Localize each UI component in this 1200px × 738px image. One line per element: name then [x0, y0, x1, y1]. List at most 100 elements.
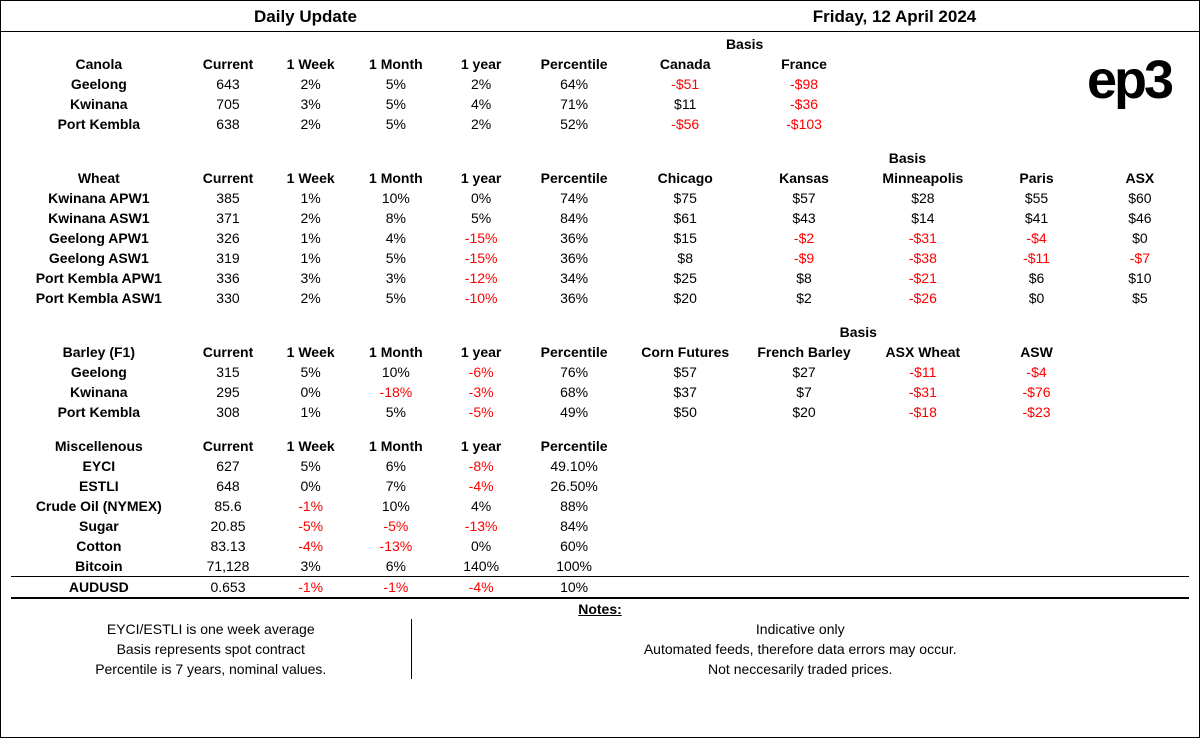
col-ASX: ASX [1091, 168, 1189, 188]
cell: 308 [187, 402, 270, 422]
cell: 10% [522, 577, 625, 598]
cell: 5% [352, 288, 440, 308]
col-1 year: 1 year [440, 168, 523, 188]
row-Port Kembla: Port Kembla [11, 114, 187, 134]
cell: 2% [269, 208, 352, 228]
cell: 3% [352, 268, 440, 288]
section-Canola: Canola [11, 54, 187, 74]
basis-cell: $37 [626, 382, 745, 402]
notes-title: Notes: [11, 599, 1189, 620]
basis-cell: $46 [1091, 208, 1189, 228]
basis-cell: -$21 [863, 268, 982, 288]
cell: 648 [187, 476, 270, 496]
basis-cell: $75 [626, 188, 745, 208]
cell: 4% [352, 228, 440, 248]
cell: 326 [187, 228, 270, 248]
note-right: Automated feeds, therefore data errors m… [411, 639, 1189, 659]
basis-cell: $14 [863, 208, 982, 228]
col-Corn Futures: Corn Futures [626, 342, 745, 362]
cell: 0% [269, 476, 352, 496]
body: BasisCanolaCurrent1 Week1 Month1 yearPer… [1, 32, 1199, 679]
row-Crude Oil (NYMEX): Crude Oil (NYMEX) [11, 496, 187, 516]
cell: 5% [352, 94, 440, 114]
basis-cell: -$9 [745, 248, 864, 268]
basis-cell: -$23 [982, 402, 1090, 422]
row-Bitcoin: Bitcoin [11, 556, 187, 577]
col-ASW: ASW [982, 342, 1090, 362]
note-right: Not neccesarily traded prices. [411, 659, 1189, 679]
cell: 5% [352, 114, 440, 134]
cell: -5% [440, 402, 523, 422]
col-1 Month: 1 Month [352, 54, 440, 74]
col-Percentile: Percentile [522, 168, 625, 188]
cell: -10% [440, 288, 523, 308]
cell: 5% [352, 74, 440, 94]
cell: 3% [269, 94, 352, 114]
cell: 64% [522, 74, 625, 94]
basis-cell: $55 [982, 188, 1090, 208]
cell: 705 [187, 94, 270, 114]
col-1 Week: 1 Week [269, 342, 352, 362]
row-ESTLI: ESTLI [11, 476, 187, 496]
cell: 84% [522, 208, 625, 228]
col-1 year: 1 year [440, 342, 523, 362]
col-Chicago: Chicago [626, 168, 745, 188]
cell: 83.13 [187, 536, 270, 556]
row-Geelong ASW1: Geelong ASW1 [11, 248, 187, 268]
logo: ep3 [1087, 49, 1171, 111]
cell: 627 [187, 456, 270, 476]
cell: 10% [352, 496, 440, 516]
cell: 638 [187, 114, 270, 134]
row-EYCI: EYCI [11, 456, 187, 476]
notes-table: Notes:EYCI/ESTLI is one week averageIndi… [11, 598, 1189, 679]
basis-cell: $20 [626, 288, 745, 308]
cell: 1% [269, 402, 352, 422]
row-Sugar: Sugar [11, 516, 187, 536]
cell: -1% [269, 577, 352, 598]
basis-cell: $8 [745, 268, 864, 288]
cell: 68% [522, 382, 625, 402]
cell: 4% [440, 94, 523, 114]
col-Percentile: Percentile [522, 436, 625, 456]
cell: 5% [269, 456, 352, 476]
cell: 34% [522, 268, 625, 288]
col-Canada: Canada [626, 54, 745, 74]
cell: 319 [187, 248, 270, 268]
cell: -3% [440, 382, 523, 402]
cell: 52% [522, 114, 625, 134]
cell: 88% [522, 496, 625, 516]
cell: -4% [440, 577, 523, 598]
basis-cell: $60 [1091, 188, 1189, 208]
note-left: EYCI/ESTLI is one week average [11, 619, 411, 639]
cell: 3% [269, 268, 352, 288]
cell: 336 [187, 268, 270, 288]
col-France: France [745, 54, 864, 74]
basis-cell: -$11 [863, 362, 982, 382]
basis-cell: $6 [982, 268, 1090, 288]
cell: 20.85 [187, 516, 270, 536]
basis-label: Basis [626, 148, 1189, 168]
note-right: Indicative only [411, 619, 1189, 639]
cell: 5% [352, 248, 440, 268]
cell: 385 [187, 188, 270, 208]
col-Current: Current [187, 436, 270, 456]
cell: -13% [352, 536, 440, 556]
col-1 Month: 1 Month [352, 168, 440, 188]
basis-cell: $41 [982, 208, 1090, 228]
cell: -15% [440, 248, 523, 268]
cell: 8% [352, 208, 440, 228]
basis-cell: $28 [863, 188, 982, 208]
row-Port Kembla APW1: Port Kembla APW1 [11, 268, 187, 288]
cell: 6% [352, 456, 440, 476]
cell: 4% [440, 496, 523, 516]
col-1 Week: 1 Week [269, 54, 352, 74]
basis-label: Basis [626, 322, 1091, 342]
cell: 5% [352, 402, 440, 422]
cell: -1% [352, 577, 440, 598]
col-1 year: 1 year [440, 54, 523, 74]
cell: 295 [187, 382, 270, 402]
basis-cell: -$36 [745, 94, 864, 114]
basis-cell: $61 [626, 208, 745, 228]
cell: -6% [440, 362, 523, 382]
row-Kwinana: Kwinana [11, 382, 187, 402]
